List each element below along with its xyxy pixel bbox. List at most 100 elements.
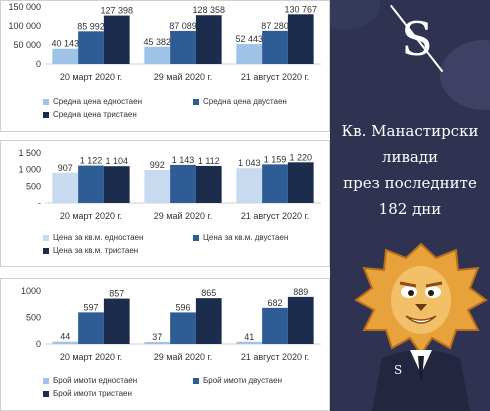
bar [195,15,222,64]
data-label: 41 [244,332,254,342]
data-label: 128 358 [192,5,225,15]
bar [170,30,196,64]
bar [103,166,130,203]
legend-label: Брой имоти тристаен [53,389,132,398]
bar [195,165,222,203]
bar [262,164,288,203]
brand-panel: S Кв. Манастирски ливади през последните… [330,0,490,411]
headline: Кв. Манастирски ливади през последните 1… [330,118,490,222]
bar [103,298,130,344]
bar [262,30,288,64]
legend-item-one-room: Средна цена едностаен [43,97,193,106]
bar [195,298,222,344]
headline-line: ливади [381,148,439,166]
legend-swatch [193,377,199,384]
bar [287,162,314,203]
legend-swatch [43,247,49,254]
bar [236,168,263,203]
bar [236,44,263,64]
x-tick-label: 20 март 2020 г. [60,72,122,82]
legend-item-three-room: Средна цена тристаен [43,110,193,119]
x-tick-label: 21 август 2020 г. [241,72,309,82]
legend-item-one-room: Цена за кв.м. едностаен [43,233,193,242]
data-label: 37 [152,332,162,342]
data-label: 1 104 [105,156,128,166]
lion-eyebrows [399,281,443,288]
data-label: 889 [293,287,308,297]
data-label: 1 122 [80,156,103,166]
data-label: 40 143 [51,39,79,49]
x-tick-label: 21 август 2020 г. [241,211,309,221]
legend-label: Цена за кв.м. двустаен [203,233,289,242]
price-per-sqm-legend: Цена за кв.м. едностаен Цена за кв.м. дв… [43,233,323,255]
average-price-legend: Средна цена едностаен Средна цена двуста… [43,97,323,119]
legend-item-two-room: Брой имоти двустаен [193,376,343,385]
data-label: 1 112 [198,156,220,166]
bar [78,165,104,203]
legend-label: Средна цена двустаен [203,97,287,106]
bar [287,14,314,64]
data-label: 87 089 [169,21,197,31]
background-shape [330,0,380,30]
lion-suit [372,350,470,411]
bar [144,169,171,203]
bar [52,341,79,344]
lion-tie [418,356,424,380]
data-label: 596 [175,302,190,312]
data-label: 1 159 [264,154,287,164]
data-label: 87 280 [261,21,289,31]
data-label: 857 [109,289,124,299]
legend-swatch [43,377,49,384]
legend-swatch [43,390,49,397]
bar [144,46,171,64]
legend-item-three-room: Брой имоти тристаен [43,389,193,398]
average-price-chart-plot: 0 50 000 100 000 150 000 40 143 85 992 127 398… [8,2,321,82]
lion-badge-letter: S [394,363,402,377]
bar [144,342,171,344]
x-tick-label: 29 май 2020 г. [154,211,212,221]
bar [287,296,314,344]
legend-label: Брой имоти двустаен [203,376,282,385]
bar [52,172,79,203]
legend-item-three-room: Цена за кв.м. тристаен [43,246,193,255]
y-tick-label: - [38,198,41,208]
lion-nose [415,304,427,311]
legend-swatch [193,234,199,241]
data-label: 865 [201,288,216,298]
lion-pupil-left [408,290,414,296]
bar [170,312,196,344]
bar [78,31,104,64]
price-per-sqm-chart-plot: - 500 1 000 1 500 907 1 122 1 104 20 март 2020 … [18,148,321,221]
x-tick-label: 20 март 2020 г. [60,352,122,362]
data-label: 52 443 [235,34,263,44]
price-per-sqm-chart: - 500 1 000 1 500 907 1 122 1 104 20 март 2020 … [0,140,330,267]
headline-line: Кв. Манастирски [341,122,479,140]
data-label: 1 220 [289,152,312,162]
data-label: 597 [83,302,98,312]
lion-face [391,266,451,334]
y-tick-label: 100 000 [8,21,41,31]
legend-swatch [193,98,199,105]
average-price-chart: 0 50 000 100 000 150 000 40 143 85 992 127 398… [0,0,330,132]
lion-pupil-right [428,290,434,296]
data-label: 44 [60,332,70,342]
legend-swatch [43,111,49,118]
lion-smile [405,315,437,324]
data-label: 1 043 [238,158,261,168]
data-label: 85 992 [77,21,105,31]
listing-count-chart-plot: 0 500 1000 44 597 857 20 март 2020 г. 37 596 865 2… [21,286,321,362]
y-tick-label: 1 000 [18,165,41,175]
legend-label: Брой имоти едностаен [53,376,138,385]
legend-item-two-room: Средна цена двустаен [193,97,343,106]
y-tick-label: 1000 [21,286,41,296]
legend-label: Цена за кв.м. едностаен [53,233,144,242]
legend-swatch [43,98,49,105]
bar [52,48,79,64]
x-tick-label: 21 август 2020 г. [241,352,309,362]
bar [103,15,130,64]
x-tick-label: 29 май 2020 г. [154,72,212,82]
y-tick-label: 500 [26,313,41,323]
legend-label: Средна цена едностаен [53,97,142,106]
data-label: 127 398 [100,6,133,16]
data-label: 45 382 [143,37,171,47]
